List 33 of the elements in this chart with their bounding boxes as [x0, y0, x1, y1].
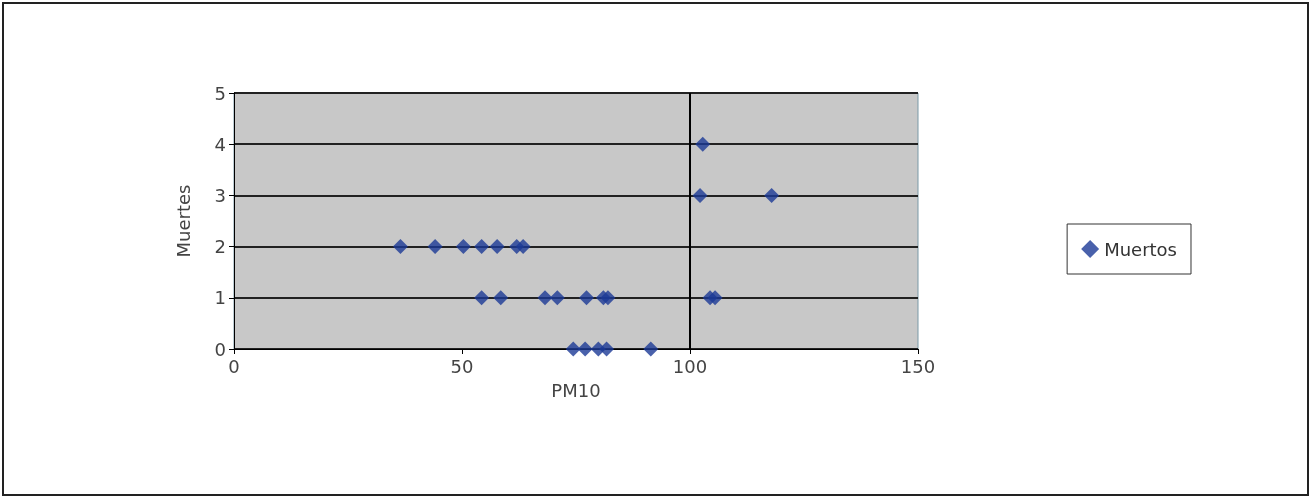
point	[764, 187, 780, 203]
y-tick-label: 1	[214, 287, 226, 309]
x-tick-label: 0	[228, 355, 240, 377]
point	[427, 239, 443, 255]
point	[474, 239, 490, 255]
point	[515, 239, 531, 255]
point	[493, 290, 509, 306]
point	[474, 290, 490, 306]
point	[707, 290, 723, 306]
point	[599, 341, 615, 357]
y-tick-label: 5	[214, 82, 226, 104]
y-tick-label: 0	[214, 338, 226, 360]
point	[643, 341, 659, 357]
y-tick-label: 2	[214, 236, 226, 258]
x-axis-title: PM10	[551, 379, 601, 401]
point	[549, 290, 565, 306]
point	[578, 290, 594, 306]
point	[455, 239, 471, 255]
x-tick-label: 50	[450, 355, 474, 377]
y-tick-label: 4	[214, 133, 226, 155]
point	[565, 341, 581, 357]
point	[577, 341, 593, 357]
point	[600, 290, 616, 306]
y-axis-title: Muertes	[172, 184, 194, 258]
point	[537, 290, 553, 306]
y-tick-label: 3	[214, 184, 226, 206]
legend-label: Muertos	[1104, 238, 1178, 260]
point	[692, 187, 708, 203]
x-tick-label: 100	[672, 355, 708, 377]
x-tick-label: 150	[900, 355, 936, 377]
point	[695, 136, 711, 152]
point	[489, 239, 505, 255]
point	[392, 239, 408, 255]
